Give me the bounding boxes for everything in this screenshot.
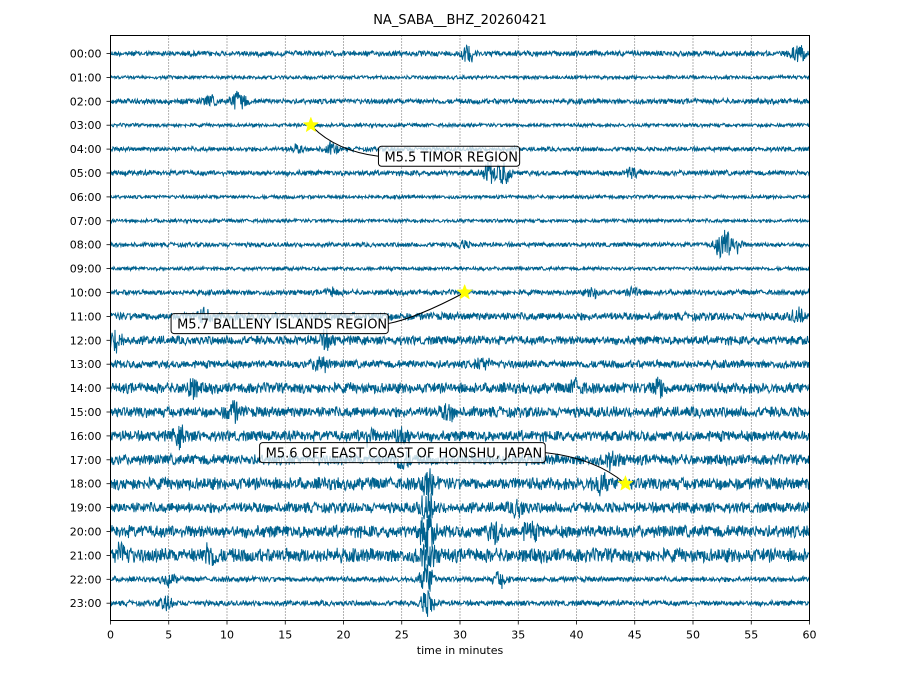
event-annotations: M5.5 TIMOR REGION M5.7 BALLENY ISLANDS RE… xyxy=(170,116,634,491)
x-tick-labels: 0 5 10 15 20 25 30 35 40 45 50 55 60 xyxy=(107,620,817,642)
trace-row-19 xyxy=(110,488,810,520)
x-tick-label-6: 30 xyxy=(453,629,467,642)
x-tick-label-8: 40 xyxy=(570,629,584,642)
y-tick-label-5: 05:00 xyxy=(70,167,102,180)
y-tick-label-14: 14:00 xyxy=(70,382,102,395)
event-star-icon-0 xyxy=(302,116,320,133)
annotation-box-1 xyxy=(170,313,389,335)
annotation-connector-2 xyxy=(545,452,626,485)
y-tick-label-15: 15:00 xyxy=(70,406,102,419)
y-tick-label-23: 23:00 xyxy=(70,597,102,610)
y-tick-label-10: 10:00 xyxy=(70,287,102,300)
annotation-label-0: M5.5 TIMOR REGION xyxy=(384,150,518,165)
x-tick-label-1: 5 xyxy=(165,629,172,642)
y-tick-labels: 00:00 01:00 02:00 03:00 04:00 05:00 06:00 07:00… xyxy=(70,48,111,610)
x-tick-label-7: 35 xyxy=(511,629,525,642)
trace-row-7 xyxy=(110,217,810,225)
chart-title: NA_SABA__BHZ_20260421 xyxy=(373,13,547,28)
y-tick-label-13: 13:00 xyxy=(70,358,102,371)
y-tick-label-16: 16:00 xyxy=(70,430,102,443)
x-tick-label-12: 60 xyxy=(803,629,817,642)
trace-row-6 xyxy=(110,193,810,201)
trace-row-15 xyxy=(110,400,810,424)
trace-row-21 xyxy=(110,539,810,574)
trace-row-22 xyxy=(110,564,810,592)
trace-row-23 xyxy=(110,590,810,617)
annotation-box-2 xyxy=(259,442,546,464)
annotation-box-0 xyxy=(377,145,521,167)
trace-row-3 xyxy=(110,121,810,129)
y-tick-label-8: 08:00 xyxy=(70,239,102,252)
x-tick-label-11: 55 xyxy=(744,629,758,642)
event-star-icon-2 xyxy=(617,474,634,491)
x-tick-label-2: 10 xyxy=(220,629,234,642)
trace-row-16 xyxy=(110,424,810,451)
y-tick-label-3: 03:00 xyxy=(70,119,102,132)
y-tick-label-20: 20:00 xyxy=(70,526,102,539)
y-tick-label-12: 12:00 xyxy=(70,334,102,347)
trace-row-14 xyxy=(110,376,810,400)
x-tick-label-9: 45 xyxy=(628,629,642,642)
annotation-connector-0 xyxy=(310,124,379,157)
y-tick-label-9: 09:00 xyxy=(70,263,102,276)
trace-row-5 xyxy=(110,161,810,185)
y-tick-label-19: 19:00 xyxy=(70,502,102,515)
annotation-connector-1 xyxy=(388,292,465,325)
x-tick-label-3: 15 xyxy=(278,629,292,642)
y-tick-label-17: 17:00 xyxy=(70,454,102,467)
trace-row-20 xyxy=(110,513,810,552)
x-tick-label-10: 50 xyxy=(686,629,700,642)
x-tick-label-4: 20 xyxy=(337,629,351,642)
y-tick-label-1: 01:00 xyxy=(70,71,102,84)
annotation-label-2: M5.6 OFF EAST COAST OF HONSHU, JAPAN xyxy=(266,447,543,462)
trace-row-18 xyxy=(110,468,810,497)
y-tick-label-0: 00:00 xyxy=(70,48,102,61)
y-tick-label-11: 11:00 xyxy=(70,310,102,323)
y-tick-label-6: 06:00 xyxy=(70,191,102,204)
trace-row-1 xyxy=(110,73,810,82)
x-axis-label: time in minutes xyxy=(417,644,504,657)
trace-row-13 xyxy=(110,356,810,374)
trace-row-8 xyxy=(110,229,810,260)
y-tick-label-7: 07:00 xyxy=(70,215,102,228)
trace-row-9 xyxy=(110,264,810,273)
trace-row-0 xyxy=(110,44,810,63)
x-tick-label-0: 0 xyxy=(107,629,114,642)
y-tick-label-18: 18:00 xyxy=(70,478,102,491)
y-tick-label-4: 04:00 xyxy=(70,143,102,156)
trace-row-12 xyxy=(110,328,810,354)
y-tick-label-2: 02:00 xyxy=(70,95,102,108)
y-tick-label-21: 21:00 xyxy=(70,549,102,562)
y-tick-label-22: 22:00 xyxy=(70,573,102,586)
annotation-label-1: M5.7 BALLENY ISLANDS REGION xyxy=(177,318,387,333)
trace-row-2 xyxy=(110,90,810,110)
x-tick-label-5: 25 xyxy=(395,629,409,642)
event-star-icon-1 xyxy=(456,283,473,300)
